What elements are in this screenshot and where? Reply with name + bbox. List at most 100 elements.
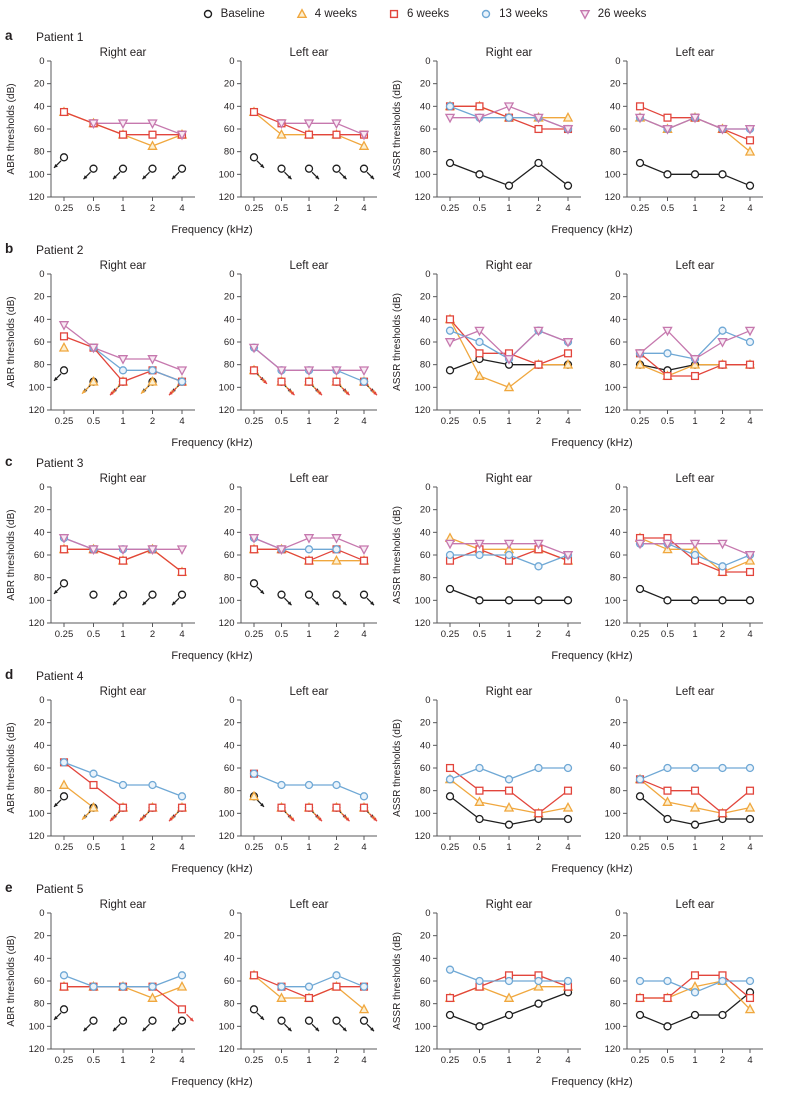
- svg-text:40: 40: [610, 953, 621, 964]
- svg-text:20: 20: [610, 718, 621, 729]
- svg-text:1: 1: [506, 416, 511, 427]
- svg-text:0: 0: [39, 56, 44, 67]
- svg-text:40: 40: [34, 953, 45, 964]
- svg-text:4: 4: [747, 416, 752, 427]
- svg-text:Right ear: Right ear: [100, 260, 147, 272]
- svg-text:80: 80: [34, 999, 45, 1010]
- svg-text:0: 0: [615, 56, 620, 67]
- svg-text:Left ear: Left ear: [676, 260, 715, 272]
- svg-text:ASSR thresholds (dB): ASSR thresholds (dB): [392, 506, 403, 604]
- svg-text:1: 1: [306, 416, 311, 427]
- svg-text:120: 120: [29, 405, 45, 416]
- svg-text:80: 80: [224, 999, 235, 1010]
- svg-text:Right ear: Right ear: [486, 47, 533, 59]
- svg-text:0.5: 0.5: [473, 1055, 486, 1066]
- svg-text:1: 1: [692, 1055, 697, 1066]
- svg-text:0.5: 0.5: [661, 1055, 674, 1066]
- svg-text:40: 40: [610, 527, 621, 538]
- svg-text:Left ear: Left ear: [290, 260, 329, 272]
- svg-text:100: 100: [605, 382, 621, 393]
- svg-text:120: 120: [415, 618, 431, 629]
- svg-text:0: 0: [425, 482, 430, 493]
- legend-label: 6 weeks: [406, 8, 450, 20]
- svg-text:1: 1: [306, 203, 311, 214]
- svg-text:4: 4: [565, 203, 570, 214]
- svg-text:1: 1: [306, 1055, 311, 1066]
- chart-p5-assr-right-ear: Right ear ASSR thresholds (dB) 0 20 40 60 80 10…: [390, 897, 588, 1076]
- svg-text:20: 20: [34, 931, 45, 942]
- svg-text:4: 4: [179, 203, 184, 214]
- svg-text:60: 60: [420, 763, 431, 774]
- svg-text:1: 1: [692, 416, 697, 427]
- svg-text:60: 60: [610, 976, 621, 987]
- svg-text:120: 120: [605, 831, 621, 842]
- svg-text:4: 4: [565, 1055, 570, 1066]
- svg-text:1: 1: [692, 842, 697, 853]
- svg-text:0.25: 0.25: [441, 203, 460, 214]
- svg-text:40: 40: [224, 101, 235, 112]
- svg-text:120: 120: [219, 405, 235, 416]
- svg-text:2: 2: [150, 629, 155, 640]
- svg-text:60: 60: [34, 976, 45, 987]
- svg-text:Right ear: Right ear: [486, 686, 533, 698]
- svg-text:100: 100: [219, 169, 235, 180]
- svg-text:0: 0: [615, 269, 620, 280]
- svg-text:100: 100: [415, 1021, 431, 1032]
- svg-text:0.25: 0.25: [441, 629, 460, 640]
- svg-text:100: 100: [219, 595, 235, 606]
- legend-label: Baseline: [220, 8, 265, 20]
- svg-text:100: 100: [219, 382, 235, 393]
- svg-text:60: 60: [610, 763, 621, 774]
- chart-p4-assr-right-ear: Right ear ASSR thresholds (dB) 0 20 40 60 80 10…: [390, 684, 588, 863]
- svg-text:Left ear: Left ear: [676, 686, 715, 698]
- panel-letter: b: [5, 241, 14, 256]
- svg-text:0.25: 0.25: [631, 842, 650, 853]
- svg-text:40: 40: [34, 101, 45, 112]
- svg-text:ABR thresholds (dB): ABR thresholds (dB): [6, 509, 17, 600]
- svg-text:2: 2: [720, 416, 725, 427]
- patient-row-c: c Patient 3 Right ear ABR thresholds (dB)…: [0, 454, 791, 665]
- svg-text:Right ear: Right ear: [100, 47, 147, 59]
- svg-text:Left ear: Left ear: [676, 47, 715, 59]
- svg-text:60: 60: [420, 976, 431, 987]
- svg-text:ABR thresholds (dB): ABR thresholds (dB): [6, 296, 17, 387]
- square-marker-icon: [389, 9, 399, 19]
- chart-p1-assr-left-ear: Left ear 0 20 40 60 80 100 120 0.25 0.5 1 2 4: [594, 45, 770, 224]
- x-axis-label: Frequency (kHz): [171, 437, 253, 449]
- svg-text:0.5: 0.5: [275, 416, 288, 427]
- svg-text:60: 60: [224, 976, 235, 987]
- svg-text:1: 1: [506, 1055, 511, 1066]
- svg-text:20: 20: [420, 505, 431, 516]
- panel-letter: e: [5, 880, 13, 895]
- svg-text:4: 4: [747, 629, 752, 640]
- svg-text:0.5: 0.5: [275, 629, 288, 640]
- svg-text:1: 1: [120, 416, 125, 427]
- svg-text:0: 0: [615, 908, 620, 919]
- svg-text:0.25: 0.25: [55, 629, 74, 640]
- svg-text:120: 120: [415, 405, 431, 416]
- svg-text:40: 40: [420, 314, 431, 325]
- svg-text:0.5: 0.5: [87, 1055, 100, 1066]
- svg-text:0: 0: [615, 482, 620, 493]
- x-axis-label: Frequency (kHz): [171, 224, 253, 236]
- svg-text:60: 60: [224, 763, 235, 774]
- legend-item-w26: 26 weeks: [578, 7, 646, 21]
- svg-text:2: 2: [720, 1055, 725, 1066]
- svg-text:1: 1: [120, 842, 125, 853]
- svg-text:20: 20: [34, 79, 45, 90]
- svg-text:40: 40: [224, 953, 235, 964]
- svg-text:20: 20: [610, 292, 621, 303]
- svg-text:Left ear: Left ear: [290, 686, 329, 698]
- svg-text:Left ear: Left ear: [290, 473, 329, 485]
- svg-text:Left ear: Left ear: [676, 473, 715, 485]
- svg-text:0: 0: [425, 695, 430, 706]
- svg-text:100: 100: [415, 169, 431, 180]
- svg-text:40: 40: [224, 527, 235, 538]
- svg-text:0: 0: [39, 908, 44, 919]
- svg-text:0.5: 0.5: [661, 842, 674, 853]
- svg-text:0.25: 0.25: [55, 203, 74, 214]
- svg-text:2: 2: [536, 416, 541, 427]
- svg-text:0.5: 0.5: [275, 842, 288, 853]
- circle-marker-icon: [481, 9, 491, 19]
- svg-text:1: 1: [120, 629, 125, 640]
